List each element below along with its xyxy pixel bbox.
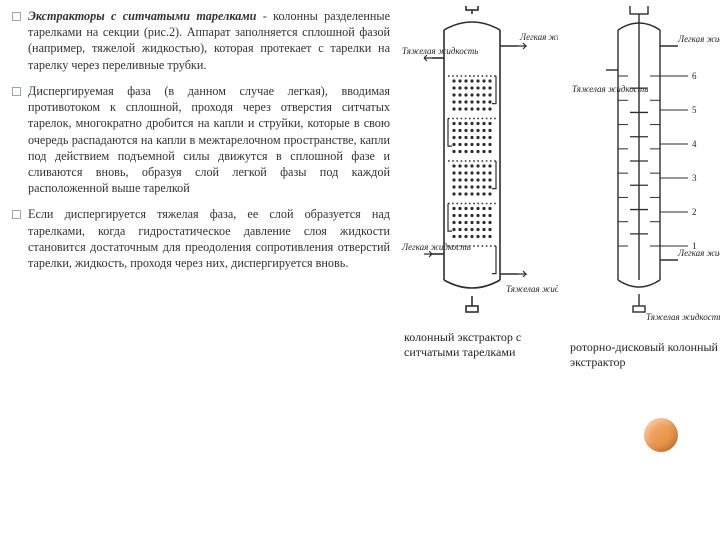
label-light-bottom: Легкая жидкость xyxy=(401,242,471,252)
bullet-item: Экстракторы с ситчатыми тарелками - коло… xyxy=(12,8,390,73)
callout-number: 5 xyxy=(692,105,697,115)
caption-sieve-tray: колонный экстрактор с ситчатыми тарелкам… xyxy=(404,330,554,360)
sieve-tray-diagram: Легкая жидкость Тяжелая жидкость Легкая … xyxy=(400,6,558,326)
figure-sieve-tray: Легкая жидкость Тяжелая жидкость Легкая … xyxy=(400,6,558,360)
bullet-body: Диспергируемая фаза (в данном случае лег… xyxy=(28,84,390,195)
callout-number: 3 xyxy=(692,173,697,183)
page-root: Экстракторы с ситчатыми тарелками - коло… xyxy=(0,0,720,540)
label-heavy-out: Тяжелая жидкость xyxy=(646,312,720,322)
rotary-disc-diagram: 123456 Легкая жидкость Тяжелая жидкость … xyxy=(570,6,720,326)
label-heavy-top: Тяжелая жидкость xyxy=(402,46,478,56)
text-column: Экстракторы с ситчатыми тарелками - коло… xyxy=(0,0,396,540)
callout-number: 6 xyxy=(692,71,697,81)
figure-rotary-disc: 123456 Легкая жидкость Тяжелая жидкость … xyxy=(570,6,720,370)
callout-number: 4 xyxy=(692,139,697,149)
callout-number: 2 xyxy=(692,207,697,217)
label-light-top: Легкая жидкость xyxy=(519,32,558,42)
bullet-list: Экстракторы с ситчатыми тарелками - коло… xyxy=(12,8,390,271)
decorative-circle-icon xyxy=(644,418,678,452)
caption-rotary-disc: роторно-дисковый колонный экстрактор xyxy=(570,340,720,370)
figure-column: Легкая жидкость Тяжелая жидкость Легкая … xyxy=(396,0,720,540)
bullet-lead: Экстракторы с ситчатыми тарелками xyxy=(28,9,256,23)
label-heavy-bottom: Тяжелая жидкость xyxy=(506,284,558,294)
label-light-top-r: Легкая жидкость xyxy=(677,34,720,44)
bullet-item: Если диспергируется тяжелая фаза, ее сло… xyxy=(12,206,390,271)
label-heavy-mid: Тяжелая жидкость xyxy=(572,84,648,94)
bullet-item: Диспергируемая фаза (в данном случае лег… xyxy=(12,83,390,197)
figures-row: Легкая жидкость Тяжелая жидкость Легкая … xyxy=(400,6,714,370)
bullet-body: Если диспергируется тяжелая фаза, ее сло… xyxy=(28,207,390,270)
label-light-bottom-r: Легкая жидкость xyxy=(677,248,720,258)
